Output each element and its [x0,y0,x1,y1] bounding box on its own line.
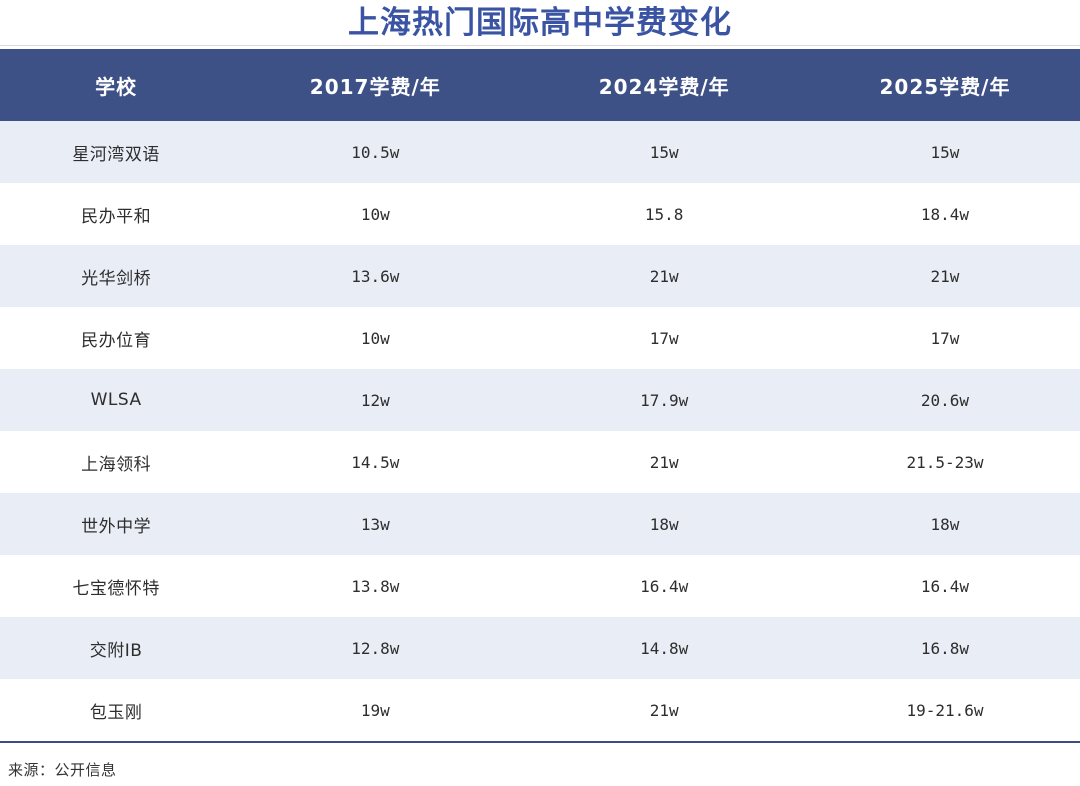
school-name-cell: 包玉刚 [89,702,143,723]
fee-value-cell: 19w [360,700,390,720]
fee-value-cell: 15w [649,142,679,162]
fee-value-cell: 13w [360,514,390,534]
table-row: 上海领科 14.5w 21w 21.5-23w [0,431,1080,493]
fee-value-cell: 12w [360,390,390,410]
table-header-row: 学校 2017学费/年 2024学费/年 2025学费/年 [0,49,1080,121]
school-name-cell: 世外中学 [81,516,152,537]
fee-value-cell: 19-21.6w [906,700,984,720]
fee-value-cell: 17.9w [640,390,689,410]
table-row: 世外中学 13w 18w 18w [0,493,1080,555]
column-header-2024-fee: 2024学费/年 [518,49,810,121]
fee-value-cell: 21w [649,266,679,286]
fee-value-cell: 21w [649,452,679,472]
fee-value-cell: 13.8w [351,576,400,596]
fee-value-cell: 14.8w [640,638,689,658]
source-note: 来源：公开信息 [8,761,117,779]
school-name-cell: 七宝德怀特 [72,578,160,599]
school-name-cell: 民办位育 [81,330,152,351]
tuition-table: 学校 2017学费/年 2024学费/年 2025学费/年 星河湾双语 10.5w… [0,49,1080,743]
fee-value-cell: 21w [649,700,679,720]
column-header-2017-fee: 2017学费/年 [232,49,519,121]
fee-value-cell: 13.6w [351,266,400,286]
column-header-2025-fee: 2025学费/年 [809,49,1080,121]
school-name-cell: WLSA [90,390,142,410]
fee-value-cell: 10w [360,204,390,224]
page-title: 上海热门国际高中学费变化 [348,5,732,41]
fee-value-cell: 16.4w [920,576,970,596]
table-row: 包玉刚 19w 21w 19-21.6w [0,679,1080,742]
fee-value-cell: 18w [930,514,960,534]
fee-value-cell: 12.8w [351,638,400,658]
school-name-cell: 上海领科 [81,454,152,475]
fee-value-cell: 10w [360,328,390,348]
table-row: 民办位育 10w 17w 17w [0,307,1080,369]
table-row: 民办平和 10w 15.8 18.4w [0,183,1080,245]
school-name-cell: 光华剑桥 [81,268,152,289]
table-row: 星河湾双语 10.5w 15w 15w [0,121,1080,183]
school-name-cell: 星河湾双语 [72,144,160,165]
table-row: 七宝德怀特 13.8w 16.4w 16.4w [0,555,1080,617]
fee-value-cell: 21.5-23w [906,452,984,472]
table-row: 交附IB 12.8w 14.8w 16.8w [0,617,1080,679]
fee-value-cell: 20.6w [920,390,970,410]
fee-value-cell: 15.8 [644,204,684,224]
fee-value-cell: 21w [930,266,960,286]
table-row: 光华剑桥 13.6w 21w 21w [0,245,1080,307]
table-row: WLSA 12w 17.9w 20.6w [0,369,1080,431]
fee-value-cell: 17w [649,328,679,348]
fee-value-cell: 16.8w [920,638,970,658]
fee-value-cell: 15w [930,142,960,162]
fee-value-cell: 10.5w [351,142,400,162]
column-header-school: 学校 [0,49,233,121]
fee-value-cell: 17w [930,328,960,348]
school-name-cell: 民办平和 [81,206,152,227]
title-divider [0,45,1080,46]
fee-value-cell: 18.4w [920,204,970,224]
fee-value-cell: 18w [649,514,679,534]
school-name-cell: 交附IB [89,640,143,661]
fee-value-cell: 16.4w [640,576,689,596]
fee-value-cell: 14.5w [351,452,400,472]
